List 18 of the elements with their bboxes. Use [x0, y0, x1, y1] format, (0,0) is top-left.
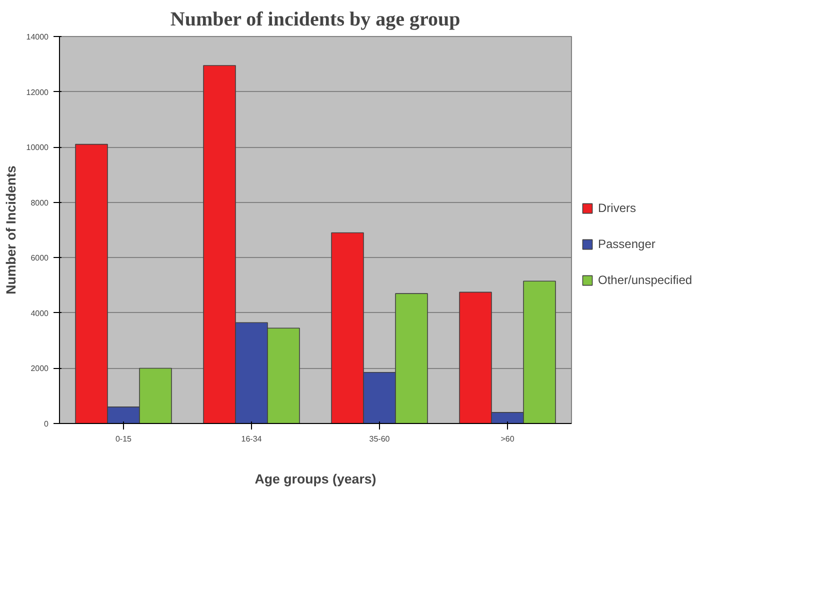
y-tick-label: 4000 — [30, 308, 50, 318]
y-axis-title: Number of Incidents — [3, 166, 18, 294]
y-tick-label: 12000 — [26, 88, 50, 97]
x-tick-label: 0-15 — [115, 434, 132, 444]
x-tick-label: 16-34 — [241, 434, 262, 444]
y-tick-label: 2000 — [30, 364, 50, 374]
legend-label: Other/unspecified — [598, 272, 692, 286]
x-axis-title: Age groups (years) — [254, 472, 376, 486]
x-tick-label: 35-60 — [369, 434, 390, 444]
y-tick-label: 10000 — [26, 143, 50, 152]
x-tick-label: >60 — [500, 434, 515, 444]
y-tick-label: 6000 — [30, 254, 50, 263]
chart-title: Number of incidents by age group — [170, 8, 460, 30]
y-tick-label: 8000 — [30, 198, 50, 208]
y-tick-label: 0 — [44, 420, 50, 428]
legend-label: Passenger — [598, 236, 656, 250]
y-tick-label: 14000 — [26, 32, 50, 42]
legend-label: Drivers — [598, 200, 636, 214]
